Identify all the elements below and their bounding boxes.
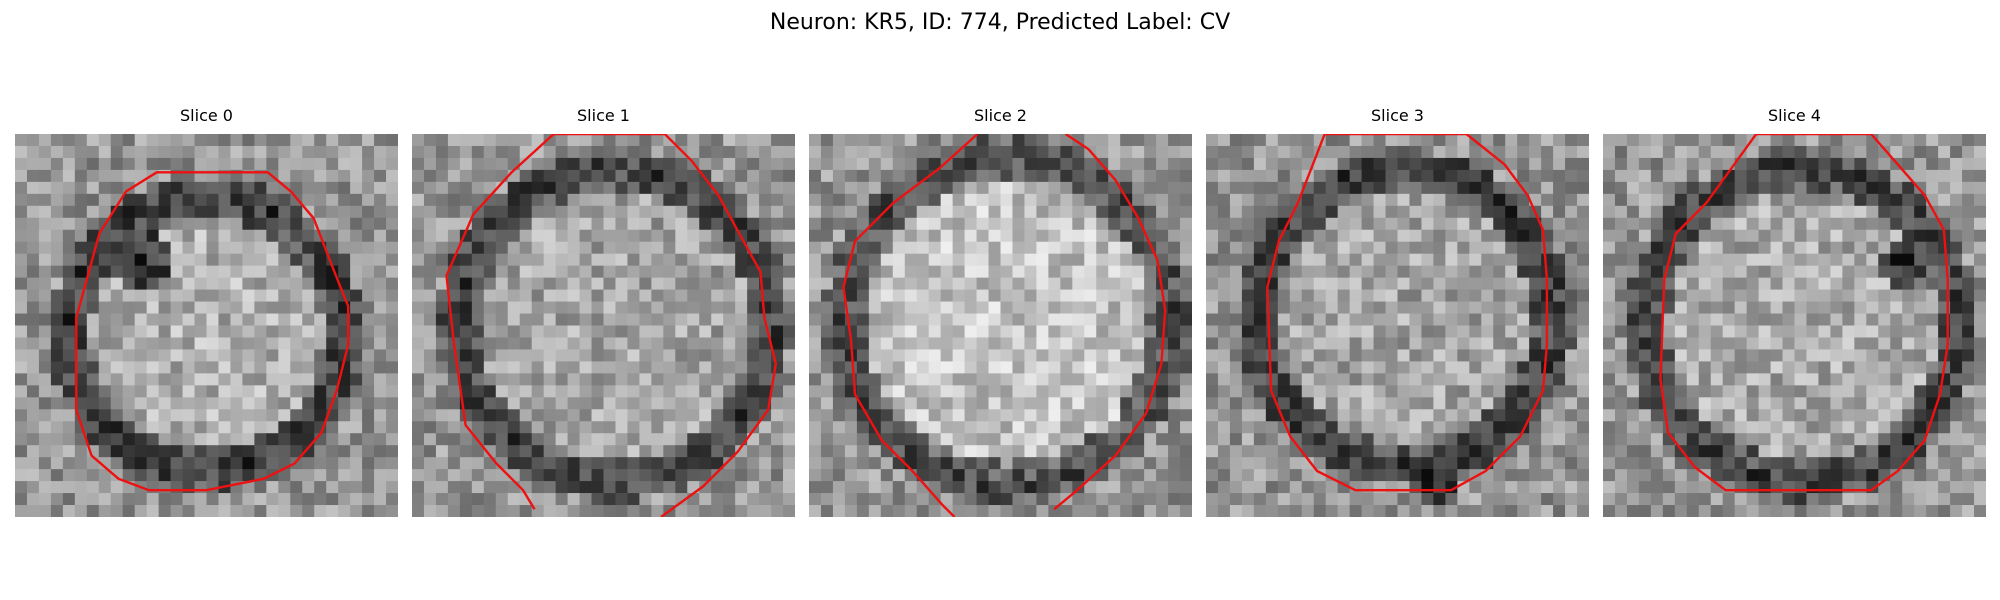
contour-line [445, 134, 555, 510]
pixel-grid [809, 134, 1192, 517]
contour-line [553, 134, 778, 517]
slice-title: Slice 3 [1371, 106, 1424, 125]
slice-panel: Slice 0 [15, 106, 398, 518]
contour-line [1266, 134, 1549, 492]
slice-image [15, 134, 398, 517]
pixel-grid [412, 134, 795, 517]
slice-image [412, 134, 795, 517]
contour-line [842, 134, 979, 517]
slice-title: Slice 2 [974, 106, 1027, 125]
slice-panel: Slice 4 [1603, 106, 1986, 518]
slice-panel: Slice 1 [412, 106, 795, 518]
slice-image [809, 134, 1192, 517]
contour-line [1659, 134, 1949, 492]
figure-title: Neuron: KR5, ID: 774, Predicted Label: C… [769, 10, 1231, 35]
pixel-grid [15, 134, 398, 517]
slice-title: Slice 0 [180, 106, 233, 125]
slice-panel: Slice 2 [809, 106, 1192, 518]
slice-panel: Slice 3 [1206, 106, 1589, 518]
pixel-grid [1206, 134, 1589, 517]
contour-line [75, 171, 350, 492]
slice-image [1206, 134, 1589, 517]
pixel-grid [1603, 134, 1986, 517]
contour-line [1053, 134, 1167, 511]
slice-title: Slice 4 [1768, 106, 1821, 125]
slice-title: Slice 1 [577, 106, 630, 125]
slice-image [1603, 134, 1986, 517]
